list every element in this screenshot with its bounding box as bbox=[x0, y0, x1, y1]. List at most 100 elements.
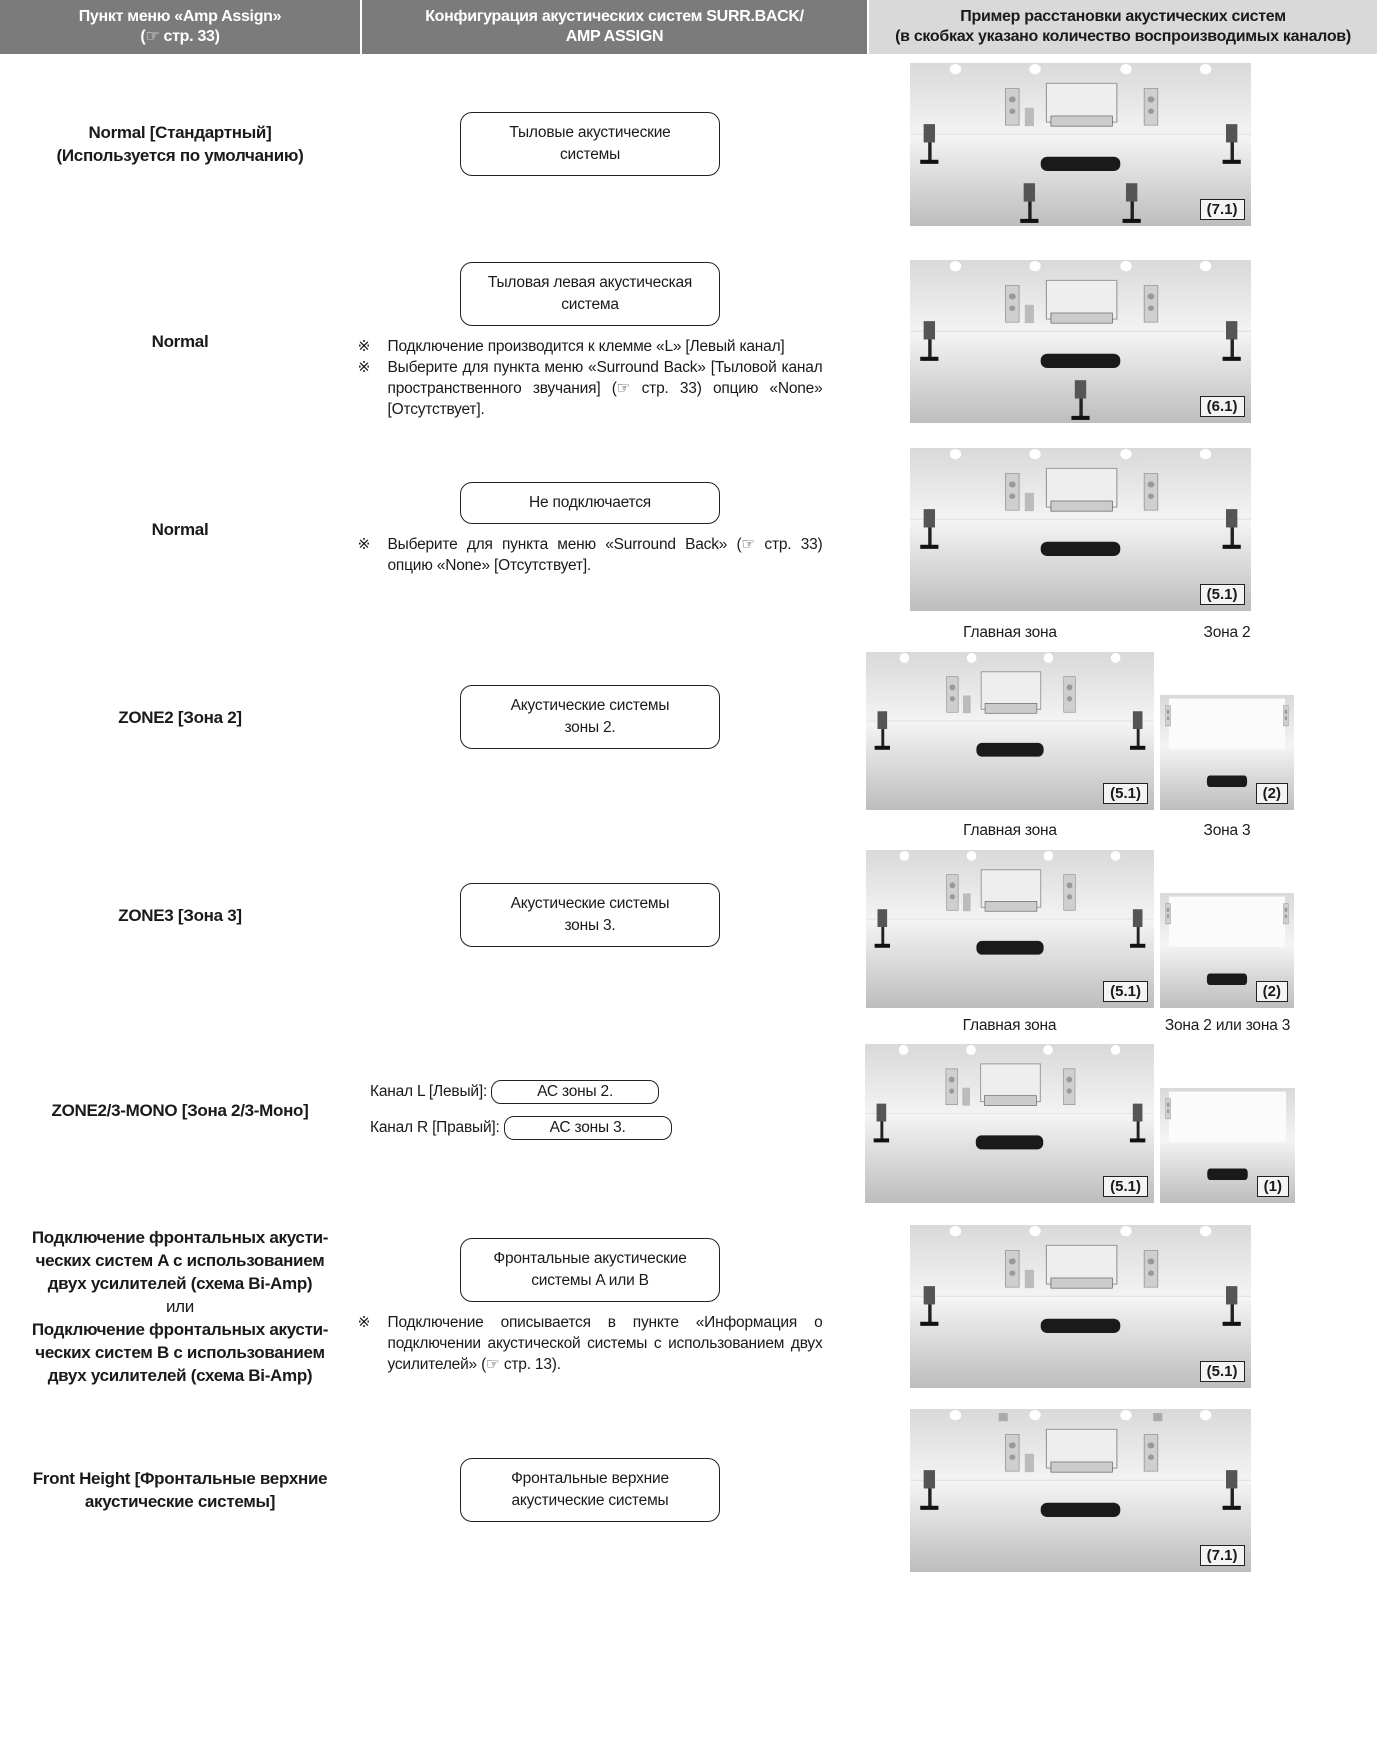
illustration-shape bbox=[923, 508, 935, 527]
illustration-shape bbox=[1043, 1044, 1053, 1055]
menu-item-line: двух усилителей (схема Bi-Amp) bbox=[47, 1365, 313, 1385]
illustration-shape bbox=[962, 1087, 971, 1106]
illustration-shape bbox=[1110, 652, 1121, 663]
menu-item-line: Подключение фронтальных акусти- bbox=[31, 1227, 329, 1247]
illustration-shape bbox=[927, 141, 932, 161]
illustration-shape bbox=[1024, 1453, 1034, 1472]
illustration-shape bbox=[1143, 1433, 1158, 1471]
illustration-shape bbox=[1024, 1269, 1034, 1288]
illustration-shape bbox=[1230, 1303, 1234, 1323]
illustration-shape bbox=[966, 850, 977, 861]
illustration-shape bbox=[1050, 312, 1113, 323]
channel-count: (5.1) bbox=[1199, 583, 1245, 605]
illustration-shape bbox=[1143, 284, 1158, 322]
illustration-shape bbox=[1199, 260, 1211, 271]
note-text: Выберите для пункта меню «Surround Back»… bbox=[387, 359, 823, 418]
illustration-shape bbox=[998, 1412, 1008, 1421]
illustration-shape bbox=[923, 320, 935, 339]
illustration-shape bbox=[1283, 705, 1289, 727]
illustration-shape bbox=[1130, 201, 1134, 220]
illustration-shape bbox=[1008, 493, 1015, 499]
illustration-shape bbox=[949, 1088, 955, 1094]
menu-item-line: акустические системы] bbox=[84, 1492, 276, 1511]
header-col-2: Конфигурация акустических систем SURR.BA… bbox=[362, 0, 867, 54]
header-text: AMP ASSIGN bbox=[565, 28, 664, 45]
config-box-line: системы bbox=[559, 146, 621, 163]
menu-item-line: Normal bbox=[151, 331, 209, 351]
notes: ※ Выберите для пункта меню «Surround Back… bbox=[358, 534, 823, 576]
config-box: Акустические системы зоны 2. bbox=[460, 685, 720, 749]
note-mark: ※ bbox=[357, 338, 371, 355]
illustration-shape bbox=[1008, 305, 1015, 311]
illustration-shape bbox=[874, 745, 890, 750]
illustration-shape bbox=[1136, 927, 1140, 945]
illustration-shape bbox=[980, 869, 1042, 908]
illustration-shape bbox=[1225, 123, 1237, 142]
image-frame: (2) bbox=[1160, 650, 1294, 810]
config-cell: Не подключается ※ Выберите для пункта меню… bbox=[350, 445, 830, 613]
image-frame: (5.1) bbox=[866, 848, 1154, 1008]
header-col-3: Пример расстановки акустических систем (… bbox=[869, 0, 1377, 54]
illustration-shape bbox=[927, 1303, 932, 1323]
note: ※ Выберите для пункта меню «Surround Back… bbox=[358, 534, 823, 576]
image-label: Главная зона bbox=[963, 822, 1057, 839]
room-illustration bbox=[909, 447, 1251, 611]
illustration-shape bbox=[1008, 1270, 1015, 1276]
image-label: Зона 2 bbox=[1203, 624, 1251, 641]
illustration-shape bbox=[877, 909, 888, 928]
illustration-shape bbox=[1166, 709, 1170, 714]
illustration-shape bbox=[1045, 279, 1117, 320]
example: Зона 2 или зона 3 (1) bbox=[1160, 1017, 1295, 1203]
illustration-shape bbox=[1004, 87, 1019, 125]
illustration-shape bbox=[1004, 1249, 1019, 1287]
channel-count: (2) bbox=[1255, 783, 1288, 804]
menu-item: Front Height [Фронтальные верхние акустич… bbox=[0, 1408, 360, 1572]
notes: ※ Подключение производится к клемме «L» [… bbox=[358, 336, 823, 420]
room-illustration bbox=[1160, 893, 1294, 1008]
illustration-shape bbox=[1147, 108, 1154, 114]
channel-count: (7.1) bbox=[1199, 1544, 1245, 1566]
illustration-shape bbox=[1199, 63, 1211, 74]
config-box: Тыловая левая акустическая система bbox=[460, 262, 720, 326]
illustration-shape bbox=[1125, 182, 1137, 202]
config-box: Не подключается bbox=[460, 482, 720, 524]
illustration-shape bbox=[1019, 218, 1038, 223]
illustration-shape bbox=[1283, 903, 1289, 925]
illustration-shape bbox=[1040, 156, 1120, 171]
illustration-shape bbox=[1063, 1068, 1076, 1105]
illustration-shape bbox=[1166, 1102, 1170, 1107]
illustration-shape bbox=[1132, 909, 1143, 928]
illustration-shape bbox=[919, 1505, 938, 1510]
illustration-shape bbox=[1147, 1454, 1154, 1460]
example-images: (7.1) bbox=[860, 1408, 1300, 1572]
illustration-shape bbox=[1122, 218, 1141, 223]
room-illustration bbox=[1160, 1088, 1295, 1203]
config-box-line: зоны 3. bbox=[564, 917, 616, 934]
illustration-shape bbox=[923, 1285, 935, 1304]
table-row: ZONE2 [Зона 2] Акустические системы зоны 2… bbox=[0, 622, 1377, 812]
table-row: Подключение фронтальных акусти-ческих си… bbox=[0, 1222, 1377, 1390]
config-cell: Фронтальные акустические системы A или B ※… bbox=[350, 1222, 830, 1390]
image-frame: (7.1) bbox=[909, 62, 1251, 226]
illustration-shape bbox=[881, 729, 885, 747]
config-box-line: Фронтальные верхние bbox=[511, 1470, 669, 1487]
example-images: (5.1) bbox=[860, 445, 1300, 613]
illustration-shape bbox=[1166, 1109, 1170, 1114]
example: (5.1) bbox=[909, 1224, 1251, 1388]
illustration-shape bbox=[980, 671, 1042, 710]
image-label: Главная зона bbox=[962, 1017, 1057, 1034]
illustration-shape bbox=[1147, 305, 1154, 311]
illustration-shape bbox=[1008, 108, 1015, 114]
illustration-shape bbox=[1043, 850, 1054, 861]
illustration-shape bbox=[1143, 1249, 1158, 1287]
illustration-shape bbox=[1230, 526, 1234, 546]
illustration-shape bbox=[1230, 141, 1234, 161]
config-box: Фронтальные акустические системы A или B bbox=[460, 1237, 720, 1302]
illustration-shape bbox=[1165, 1098, 1171, 1120]
table-row: Front Height [Фронтальные верхние акустич… bbox=[0, 1408, 1377, 1572]
table-row: ZONE3 [Зона 3] Акустические системы зоны 3… bbox=[0, 820, 1377, 1010]
illustration-shape bbox=[1028, 448, 1041, 459]
illustration-shape bbox=[975, 1135, 1044, 1150]
illustration-shape bbox=[1066, 894, 1073, 900]
